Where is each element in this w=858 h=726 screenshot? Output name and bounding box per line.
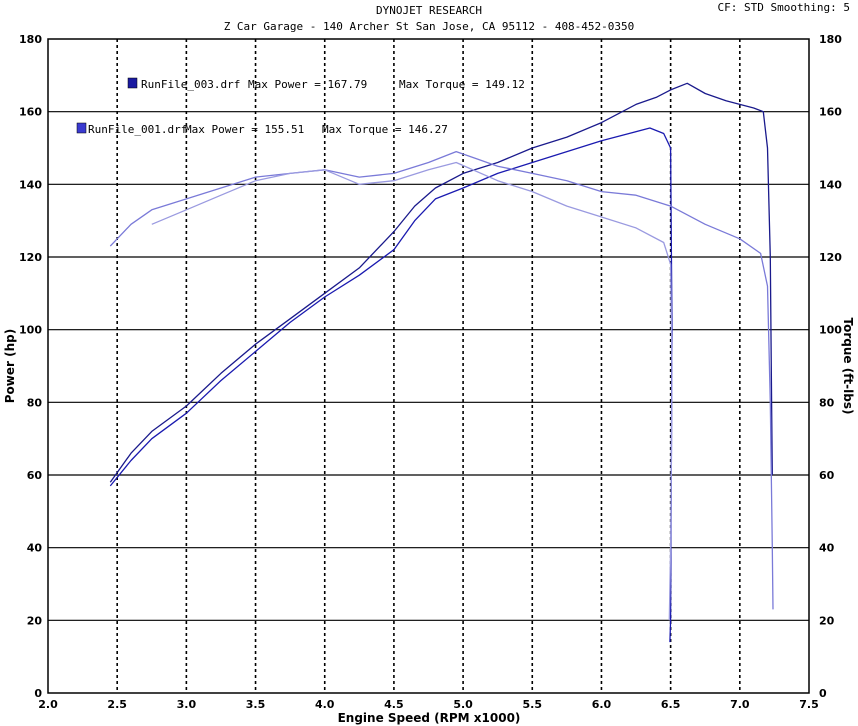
y-tick-label-left: 40 [27, 542, 43, 555]
y-tick-label-right: 40 [819, 542, 835, 555]
y-tick-label-right: 160 [819, 106, 842, 119]
x-tick-label: 3.5 [246, 698, 266, 711]
y-tick-label-left: 80 [27, 396, 43, 409]
x-tick-label: 6.5 [661, 698, 681, 711]
x-tick-label: 7.5 [799, 698, 819, 711]
legend-entry-2: RunFile_001.drf Max Power = 155.51 Max T… [76, 122, 448, 136]
x-tick-label: 4.5 [384, 698, 404, 711]
plot-area [47, 38, 810, 694]
y-tick-label-right: 180 [819, 33, 842, 46]
y-tick-label-right: 140 [819, 178, 842, 191]
series-line-4-torque [151, 161, 673, 621]
legend-swatch-2 [76, 122, 87, 134]
chart-title: DYNOJET RESEARCH [376, 4, 482, 17]
x-axis-label: Engine Speed (RPM x1000) [338, 711, 521, 725]
legend-power-2: Max Power = 155.51 [185, 123, 304, 136]
x-tick-label: 5.0 [453, 698, 473, 711]
x-tick-label: 2.0 [38, 698, 58, 711]
x-tick-label: 3.0 [177, 698, 197, 711]
y-tick-label-right: 20 [819, 614, 835, 627]
y-tick-label-left: 100 [19, 324, 42, 337]
y-tick-label-left: 0 [34, 687, 42, 700]
y-tick-label-right: 0 [819, 687, 827, 700]
legend-run-1: RunFile_003.drf [141, 78, 240, 91]
y-tick-label-right: 120 [819, 251, 842, 264]
x-tick-label: 4.0 [315, 698, 335, 711]
chart-subtitle: Z Car Garage - 140 Archer St San Jose, C… [224, 20, 635, 33]
series-layer [109, 82, 774, 643]
y-tick-label-left: 20 [27, 614, 43, 627]
legend-swatch-1 [127, 77, 138, 89]
series-line-3-torque [109, 150, 774, 610]
y-axis-label-left: Power (hp) [3, 329, 17, 403]
y-tick-label-left: 180 [19, 33, 42, 46]
y-axis-label-right: Torque (ft-lbs) [841, 318, 855, 415]
y-tick-label-right: 60 [819, 469, 835, 482]
y-tick-label-left: 60 [27, 469, 43, 482]
legend-entry-1: RunFile_003.drf Max Power = 167.79 Max T… [127, 77, 525, 91]
series-line-1-power [109, 82, 773, 483]
series-line-2-power [109, 127, 673, 643]
legend-power-1: Max Power = 167.79 [248, 78, 367, 91]
tick-labels: 2.0 2.5 3.0 3.5 4.0 4.5 5.0 5.5 6.0 6.5 7.0 7.50 020… [19, 33, 842, 711]
x-tick-label: 5.5 [523, 698, 543, 711]
y-tick-label-left: 120 [19, 251, 42, 264]
y-tick-label-right: 100 [819, 324, 842, 337]
y-tick-label-right: 80 [819, 396, 835, 409]
legend-torque-1: Max Torque = 149.12 [399, 78, 525, 91]
x-tick-label: 2.5 [107, 698, 127, 711]
legend-torque-2: Max Torque = 146.27 [322, 123, 448, 136]
legend-run-2: RunFile_001.drf [88, 123, 187, 136]
x-tick-label: 7.0 [730, 698, 750, 711]
y-tick-label-left: 160 [19, 106, 42, 119]
x-tick-label: 6.0 [592, 698, 612, 711]
settings-label: CF: STD Smoothing: 5 [718, 1, 850, 14]
y-tick-label-left: 140 [19, 178, 42, 191]
